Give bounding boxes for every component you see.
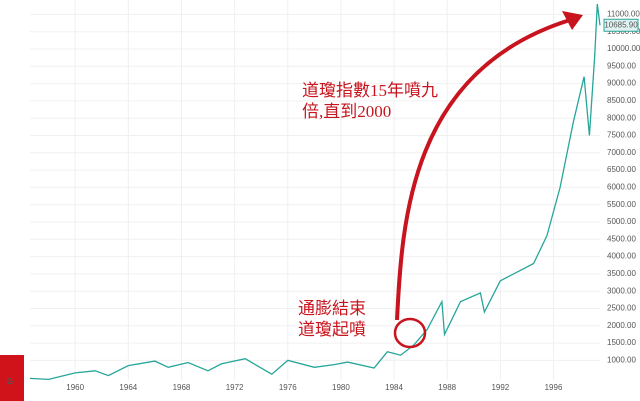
y-tick-label: 4500.00 — [607, 234, 636, 243]
y-tick-label: 6500.00 — [607, 165, 636, 174]
y-tick-label: 6000.00 — [607, 183, 636, 192]
last-price-box — [603, 18, 639, 32]
logo-box — [0, 355, 24, 401]
y-tick-label: 9500.00 — [607, 61, 636, 70]
y-tick-label: 3000.00 — [607, 286, 636, 295]
logo: G — [7, 377, 13, 386]
highlight-circle — [393, 317, 427, 349]
annotation: 通膨結束 — [298, 299, 366, 318]
x-tick-label: 1992 — [491, 383, 509, 392]
annotation: 道瓊指數15年噴九 — [302, 81, 438, 100]
y-tick-label: 7000.00 — [607, 148, 636, 157]
y-tick-label: 7500.00 — [607, 131, 636, 140]
y-tick-label: 4000.00 — [607, 252, 636, 261]
y-tick-label: 3500.00 — [607, 269, 636, 278]
y-tick-label: 8000.00 — [607, 113, 636, 122]
arrow-head — [562, 11, 583, 30]
y-tick-label: 8500.00 — [607, 96, 636, 105]
x-tick-label: 1996 — [545, 383, 563, 392]
y-tick-label: 1500.00 — [607, 338, 636, 347]
y-tick-label: 2000.00 — [607, 321, 636, 330]
y-tick-label: 1000.00 — [607, 356, 636, 365]
annotation: 道瓊起噴 — [298, 320, 366, 339]
y-tick-label: 10000.00 — [607, 44, 640, 53]
arrow — [395, 18, 571, 321]
y-tick-label: 5000.00 — [607, 217, 636, 226]
y-tick-label: 11000.00 — [607, 10, 640, 19]
annotation: 倍,直到2000 — [302, 102, 391, 121]
x-tick-label: 1988 — [438, 383, 456, 392]
x-tick-label: 1976 — [279, 383, 297, 392]
y-tick-label: 2500.00 — [607, 304, 636, 313]
x-tick-label: 1964 — [119, 383, 137, 392]
y-tick-label: 9000.00 — [607, 79, 636, 88]
x-tick-label: 1972 — [226, 383, 244, 392]
x-tick-label: 1968 — [173, 383, 191, 392]
y-tick-label: 5500.00 — [607, 200, 636, 209]
x-tick-label: 1960 — [66, 383, 84, 392]
x-tick-label: 1980 — [332, 383, 350, 392]
x-tick-label: 1984 — [385, 383, 403, 392]
last-price-label: 10685.90 — [604, 20, 638, 29]
price-line — [29, 3, 601, 381]
